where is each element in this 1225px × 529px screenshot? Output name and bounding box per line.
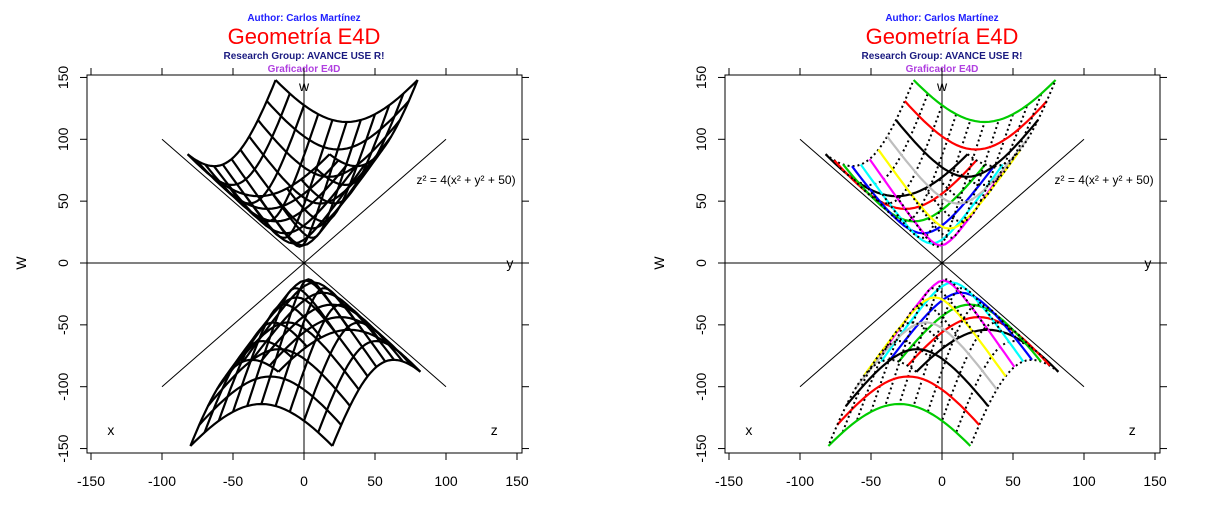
y-axis-end-label: y (506, 255, 513, 271)
x-tick-label: 50 (1005, 473, 1021, 489)
mesh-line-t-dotted (952, 93, 1043, 186)
y-tick-label: 100 (693, 127, 709, 151)
mesh-line-s (886, 135, 1031, 205)
mesh-line-s (853, 321, 998, 391)
lower-sheet (189, 278, 422, 447)
chart-title: Geometría E4D (866, 24, 1019, 49)
y-tick-label: -150 (693, 434, 709, 462)
z-axis-end-label: z (1129, 422, 1136, 438)
y-axis-end-label: y (1144, 255, 1151, 271)
author-label: Author: Carlos Martínez (247, 13, 360, 24)
author-label: Author: Carlos Martínez (885, 13, 998, 24)
mesh-line-t-dotted (898, 278, 989, 405)
mesh-line-t (189, 358, 280, 447)
mesh-line-s (859, 163, 1004, 245)
mesh-line-t (231, 303, 322, 413)
x-tick-label: -50 (861, 473, 881, 489)
research-group-label: Research Group: AVANCE USE R! (862, 51, 1023, 62)
mesh-line-t (300, 104, 391, 205)
y-axis-label: W (651, 256, 667, 270)
x-tick-label: -100 (148, 473, 176, 489)
x-tick-label: 0 (938, 473, 946, 489)
y-tick-label: 0 (55, 259, 71, 267)
y-tick-label: 50 (693, 193, 709, 209)
mesh-line-t (286, 113, 377, 223)
y-tick-label: -100 (693, 372, 709, 400)
mesh-line-t-dotted (941, 321, 1031, 422)
x-axis-diagonal (161, 138, 447, 388)
mesh-line-t-dotted (855, 321, 946, 422)
x-tick-label: 100 (434, 473, 458, 489)
mesh-line-t (328, 79, 419, 168)
mesh-line-s (248, 135, 393, 205)
lower-sheet (827, 278, 1060, 447)
mesh-line-s (207, 348, 351, 407)
mesh-line-s (189, 402, 334, 447)
x-axis-end-label: x (745, 422, 752, 438)
mesh-line-s (912, 79, 1057, 124)
x-tick-label: -100 (786, 473, 814, 489)
mesh-line-s (827, 402, 972, 447)
x-axis-end-label: x (107, 422, 114, 438)
y-tick-label: 50 (55, 193, 71, 209)
x-tick-label: 0 (300, 473, 308, 489)
x-axis-diagonal (799, 138, 1085, 388)
mesh-line-s (265, 100, 410, 151)
upper-sheet (824, 79, 1057, 248)
x-tick-label: -150 (715, 473, 743, 489)
mesh-line-s (257, 119, 401, 178)
y-tick-label: 0 (693, 259, 709, 267)
mesh-line-s (215, 321, 360, 391)
mesh-line-t (217, 321, 308, 422)
mesh-line-s (895, 119, 1039, 178)
y-tick-label: 100 (55, 127, 71, 151)
mesh-line-t (260, 278, 351, 405)
y-axis-label: W (13, 256, 29, 270)
mesh-line-s (845, 348, 989, 407)
mesh-line-t-dotted (938, 104, 1029, 205)
x-tick-label: 150 (505, 473, 529, 489)
mesh-line-s (880, 281, 1025, 363)
y-tick-label: 150 (693, 66, 709, 90)
equation-label: z² = 4(x² + y² + 50) (1055, 173, 1154, 187)
x-tick-label: 50 (367, 473, 383, 489)
mesh-line-t (314, 93, 405, 187)
mesh-line-t (257, 121, 348, 248)
x-tick-label: -150 (77, 473, 105, 489)
equation-label: z² = 4(x² + y² + 50) (417, 173, 516, 187)
mesh-line-t-dotted (841, 340, 932, 433)
y-tick-label: -150 (55, 434, 71, 462)
mesh-line-t-dotted (895, 121, 986, 248)
upper-sheet (186, 79, 419, 248)
y-tick-label: -50 (693, 315, 709, 335)
mesh-line-s (274, 79, 419, 124)
mesh-line-s (836, 375, 981, 426)
mesh-line-s (903, 100, 1048, 151)
w-axis-label: w (298, 78, 310, 94)
mesh-line-t (203, 339, 294, 433)
y-tick-label: -50 (55, 315, 71, 335)
z-axis-end-label: z (491, 422, 498, 438)
mesh-line-t-dotted (853, 104, 943, 205)
research-group-label: Research Group: AVANCE USE R! (224, 51, 385, 62)
x-tick-label: -50 (223, 473, 243, 489)
mesh-line-s (198, 375, 343, 426)
x-tick-label: 150 (1143, 473, 1167, 489)
w-axis-label: w (936, 78, 948, 94)
x-tick-label: 100 (1072, 473, 1096, 489)
y-tick-label: -100 (55, 372, 71, 400)
chart-title: Geometría E4D (228, 24, 381, 49)
y-tick-label: 150 (55, 66, 71, 90)
